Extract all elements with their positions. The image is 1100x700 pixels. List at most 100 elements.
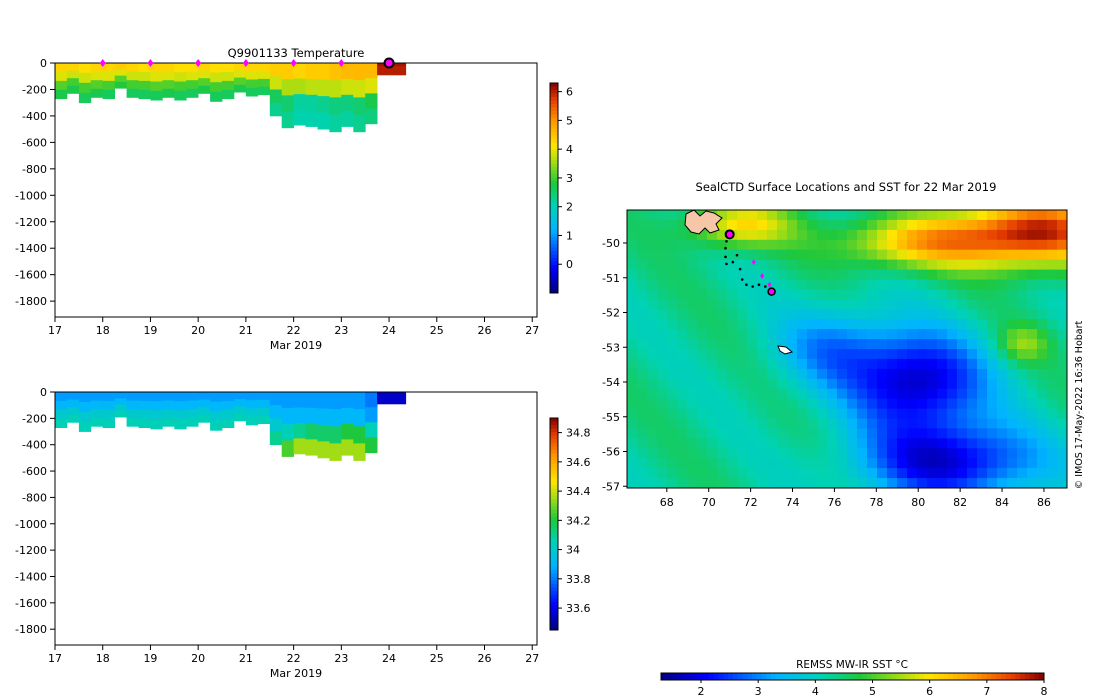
sst-cell [937,249,948,261]
lon-tick-label: 86 [1037,496,1051,509]
profile-cell [198,414,211,423]
sst-cell [947,239,958,251]
sst-cell [1037,289,1048,300]
colorbar-segment [881,673,887,680]
sst-cell [977,339,988,350]
sst-cell [807,349,818,360]
colorbar-segment [694,673,700,680]
sst-cell [947,299,958,310]
profile-cell [329,426,342,444]
sst-cell [697,339,708,350]
sst-cell [917,468,928,479]
sst-cell [947,269,958,280]
sst-cell [647,458,658,469]
profile-cell [377,397,407,402]
track-point [725,262,728,266]
sst-cell [627,418,638,429]
profile-cell [365,93,378,109]
colorbar-segment [775,673,782,680]
temperature-chart-title: Q9901133 Temperature [228,46,365,60]
sst-cell [817,279,828,290]
profile-cell [365,392,378,408]
sst-cell [717,378,728,390]
sst-cell [857,468,868,479]
sst-cell [997,259,1008,270]
sst-cell [667,378,678,390]
sst-cell [997,319,1008,330]
colorbar-segment [967,673,973,680]
sst-cell [1057,368,1068,380]
sst-cell [677,418,688,429]
profile-cell [293,423,306,439]
sst-cell [757,339,768,350]
sst-cell [657,418,668,429]
sst-cell [947,210,958,221]
sst-cell [707,289,718,300]
sst-cell [1047,428,1058,439]
sst-cell [947,329,958,340]
sst-cell [1037,259,1048,270]
sst-cell [1027,358,1038,370]
sst-cell [747,408,758,419]
sst-cell [657,378,668,390]
colorbar-segment [550,195,558,199]
sst-cell [1037,458,1048,469]
profile-cell [341,63,354,80]
sst-cell [897,249,908,261]
profile-cell [293,407,306,424]
colorbar-segment [550,506,558,511]
sst-cell [967,358,978,370]
colorbar-segment [550,107,558,112]
sst-cell [767,329,778,340]
sst-cell [937,319,948,330]
sst-cell [1037,349,1048,360]
sst-cell [877,388,888,400]
sst-cell [807,398,818,409]
x-tick-label: 23 [334,652,348,665]
track-point [764,285,767,288]
colorbar-segment [866,673,873,680]
sst-cell [737,408,748,419]
x-tick-label: 26 [478,652,492,665]
sst-cell [797,428,808,439]
sst-cell [787,249,798,261]
temperature-y-axis: 0-200-400-600-800-1000-1200-1400-1600-18… [15,57,55,308]
sst-cell [1017,279,1028,290]
sst-cell [897,398,908,409]
sst-cell [967,299,978,310]
sst-cell [797,398,808,409]
sst-cell [1017,309,1028,320]
sst-cell [757,289,768,300]
sst-cell [687,378,698,390]
colorbar-segment [742,673,748,680]
sst-cell [817,339,828,350]
sst-cell [917,408,928,419]
sst-cell [947,378,958,390]
sst-cell [977,299,988,310]
colorbar-segment [550,584,558,589]
sst-cell [897,239,908,251]
colorbar-segment [1039,673,1045,680]
sst-cell [847,448,858,459]
sst-cell [817,478,828,489]
sst-cell [837,339,848,350]
lat-tick-label: -56 [602,446,620,459]
sst-cell [857,289,868,300]
sst-cell [807,408,818,419]
colorbar-tick-label: 33.6 [566,602,591,615]
sst-cell [1027,478,1038,489]
sst-cell [777,398,788,409]
sst-cell [987,398,998,409]
colorbar-segment [550,198,558,203]
sst-cell [1017,358,1028,370]
sst-cell [1027,259,1038,270]
profile-cell [126,400,139,410]
sst-cell [867,428,878,439]
colorbar-segment [550,142,558,147]
sst-cell [957,299,968,310]
sst-cell [917,378,928,390]
sst-cell [817,458,828,469]
sst-cell [827,259,838,270]
sst-cell [727,458,738,469]
colorbar-segment [550,240,558,245]
